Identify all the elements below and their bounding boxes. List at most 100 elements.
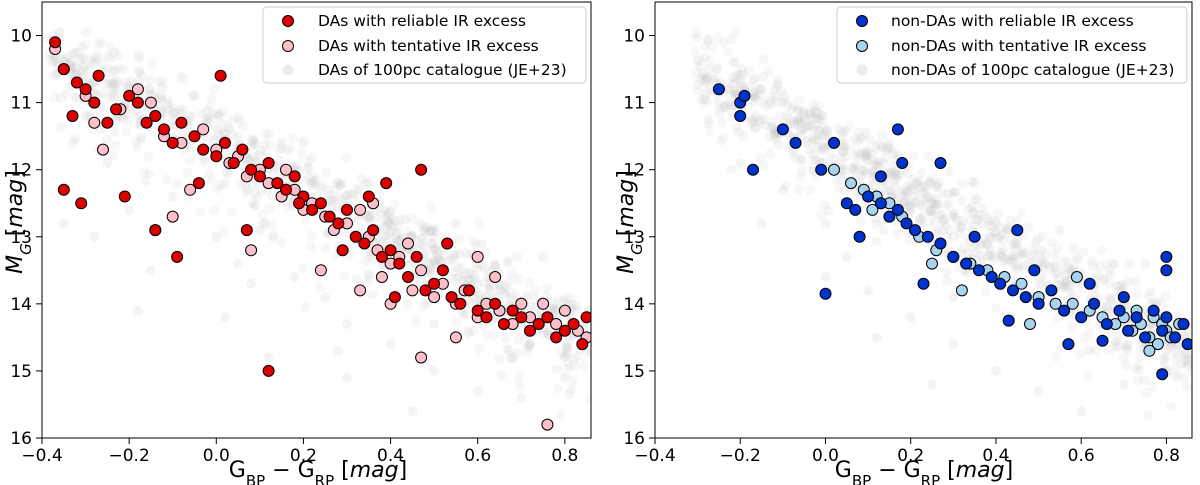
background-point — [1040, 249, 1051, 259]
tentative-point — [354, 284, 367, 297]
background-point — [246, 278, 257, 289]
reliable-point — [66, 110, 79, 122]
background-point — [460, 269, 470, 280]
background-point — [1104, 279, 1115, 290]
background-point — [564, 333, 575, 344]
background-point — [1106, 293, 1116, 304]
background-point — [947, 212, 958, 223]
background-point — [144, 75, 155, 86]
background-point — [417, 301, 428, 312]
background-point — [1064, 285, 1075, 296]
background-point — [989, 252, 1000, 263]
background-point — [777, 184, 788, 195]
background-point — [862, 156, 873, 167]
background-point — [427, 231, 438, 242]
background-point — [389, 199, 400, 210]
background-point — [374, 188, 385, 199]
background-point — [68, 47, 79, 58]
background-point — [1062, 276, 1072, 287]
background-point — [495, 285, 505, 296]
left-y-axis-label: MG [mag] — [3, 170, 35, 274]
right-y-axis-label: MG [mag] — [614, 170, 646, 274]
background-point — [209, 120, 220, 131]
background-point — [185, 155, 196, 166]
background-point — [387, 221, 398, 232]
background-point — [735, 158, 746, 168]
background-point — [849, 133, 860, 144]
background-point — [840, 126, 851, 137]
background-point — [808, 149, 818, 160]
background-point — [699, 76, 710, 87]
background-point — [292, 159, 303, 170]
background-point — [738, 130, 748, 141]
background-point — [1108, 259, 1119, 269]
background-point — [168, 107, 179, 118]
tentative-point — [406, 284, 419, 297]
background-point — [184, 110, 195, 121]
background-point — [1003, 227, 1014, 238]
background-point — [570, 305, 581, 316]
background-point — [502, 344, 513, 355]
background-point — [838, 146, 849, 157]
background-point — [457, 276, 468, 286]
background-point — [957, 195, 967, 206]
reliable-point — [101, 116, 114, 129]
background-point — [320, 292, 331, 303]
background-point — [342, 372, 352, 383]
background-point — [1119, 282, 1130, 293]
background-point — [1001, 224, 1012, 234]
background-point — [341, 195, 352, 206]
background-point — [569, 360, 580, 371]
background-point — [900, 197, 911, 208]
background-point — [174, 104, 185, 115]
background-point — [1122, 339, 1133, 350]
background-point — [847, 163, 858, 174]
background-point — [723, 97, 734, 108]
reliable-point — [70, 76, 83, 89]
background-point — [1084, 327, 1095, 338]
background-point — [1058, 281, 1069, 292]
background-point — [513, 334, 523, 345]
background-point — [809, 114, 820, 125]
background-point — [964, 214, 975, 225]
background-point — [1060, 275, 1071, 286]
background-point — [300, 175, 311, 186]
background-point — [246, 135, 257, 146]
background-point — [772, 79, 783, 90]
background-point — [972, 194, 983, 205]
background-point — [182, 167, 193, 178]
background-point — [715, 135, 726, 146]
background-point — [886, 144, 897, 155]
background-point — [694, 54, 705, 65]
background-point — [437, 256, 448, 267]
background-point — [702, 95, 713, 106]
background-point — [750, 73, 761, 83]
background-point — [134, 50, 145, 61]
background-point — [114, 63, 125, 74]
tentative-point — [1070, 271, 1083, 283]
background-point — [76, 66, 87, 77]
background-point — [1119, 353, 1129, 364]
background-point — [425, 226, 436, 237]
background-point — [735, 81, 746, 92]
y-tick-label: 16 — [10, 429, 32, 449]
background-point — [460, 247, 471, 258]
background-point — [809, 135, 820, 146]
background-point — [948, 208, 959, 219]
background-point — [838, 128, 849, 139]
background-point — [149, 87, 160, 98]
background-point — [707, 41, 718, 52]
background-point — [479, 277, 490, 288]
background-point — [248, 139, 259, 149]
background-point — [713, 97, 724, 108]
background-point — [695, 61, 705, 72]
background-point — [364, 270, 375, 281]
background-point — [806, 110, 817, 120]
background-point — [154, 76, 165, 87]
background-point — [548, 298, 559, 309]
background-point — [136, 70, 147, 81]
background-point — [144, 84, 155, 95]
background-point — [905, 312, 916, 323]
background-point — [1013, 250, 1024, 261]
background-point — [504, 345, 515, 356]
